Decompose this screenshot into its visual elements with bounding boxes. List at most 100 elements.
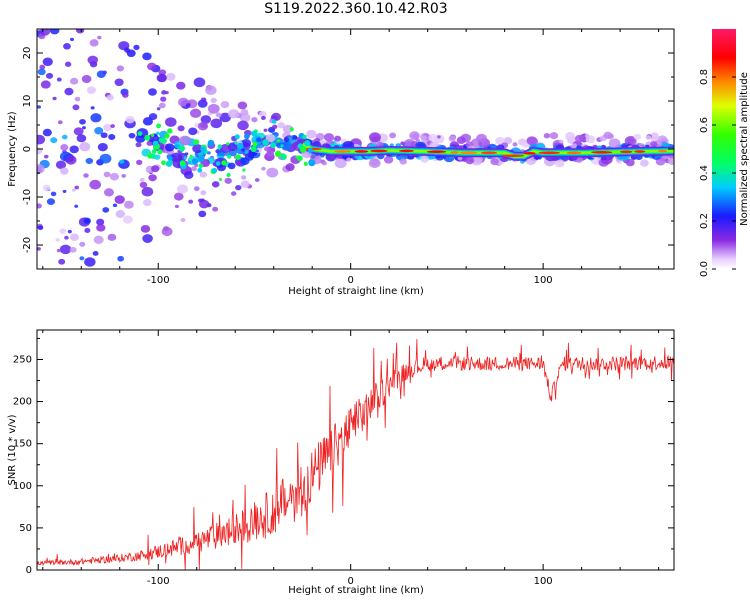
spectrogram-cell	[117, 255, 124, 262]
spectrogram-cell	[192, 144, 204, 154]
spectrogram-cell	[383, 155, 394, 164]
spectrogram-cell	[60, 143, 69, 151]
spectrogram-cell	[198, 210, 207, 218]
spectrogram-cell	[106, 94, 114, 101]
spectrogram-cell	[115, 210, 126, 219]
colorbar-tick-label: 0.4	[699, 165, 710, 181]
spectrogram-cell	[412, 133, 419, 139]
spectrogram-cell	[52, 96, 57, 101]
spectrogram-cell	[217, 144, 222, 149]
colorbar-tick-label: 0.8	[699, 69, 710, 85]
spectrogram-cell	[96, 70, 106, 78]
spectrogram-cell	[67, 229, 72, 234]
spectrogram-cell	[193, 139, 200, 145]
spectrogram-cell	[215, 149, 221, 154]
spectrogram-cell	[50, 191, 57, 197]
spectrogram-cell	[263, 128, 268, 132]
spectrogram-cell	[176, 81, 186, 90]
spectrogram-cell	[212, 206, 219, 212]
spectrogram-cell	[554, 159, 565, 168]
spectrogram-cell	[251, 130, 258, 137]
spectrogram-cell	[125, 115, 135, 124]
spectrogram-cell	[124, 200, 134, 209]
snr-ticks: -100 0 100 0 50 100 150 200 250	[13, 330, 674, 587]
spectrogram-cell	[289, 127, 294, 132]
spectrogram-cell	[37, 134, 46, 145]
snr-x-tick-label: 0	[348, 576, 354, 587]
spectrogram-cell	[69, 37, 75, 42]
spectrogram-cell	[224, 177, 232, 184]
spectrogram-cell	[667, 157, 674, 165]
spectrogram-cell	[334, 135, 342, 142]
spectrogram-cell	[323, 133, 335, 142]
spectrogram-peak	[634, 150, 646, 153]
spectrogram-cell	[630, 155, 636, 160]
spectrogram-cell	[272, 124, 278, 130]
spectrogram-cell	[139, 181, 148, 189]
spectrogram-cell	[72, 104, 80, 111]
snr-y-tick-label: 100	[13, 481, 32, 492]
spectrogram-cell	[250, 146, 257, 153]
spectrogram-cell	[237, 120, 249, 131]
spectrogram-cell	[156, 107, 161, 111]
spectrogram-cell	[248, 153, 255, 159]
spectrogram-cell	[292, 135, 298, 140]
spectrogram-cell	[142, 234, 153, 243]
snr-frame	[36, 329, 675, 571]
spectrogram-cell	[220, 143, 232, 154]
spectrogram-cell	[97, 142, 108, 152]
spectrogram-cell	[197, 167, 203, 173]
spectrogram-cell	[148, 174, 157, 182]
spectrogram-cell	[183, 171, 194, 180]
spectrogram-cell	[448, 135, 456, 142]
spectrogram-y-tick-label: 20	[22, 47, 33, 60]
spectrogram-cell	[274, 150, 282, 158]
spectrogram-cell	[336, 140, 340, 144]
spectrogram-cell	[147, 133, 159, 143]
spectrogram-cell	[389, 143, 394, 147]
spectrogram-cell	[81, 75, 92, 84]
spectrogram-cell	[240, 148, 245, 152]
spectrogram-cell	[72, 188, 76, 192]
spectrogram-cell	[150, 153, 156, 159]
spectrogram-cell	[59, 244, 72, 255]
spectrogram-cell	[100, 132, 108, 139]
spectrogram-cell	[167, 128, 173, 134]
colorbar-tick-label: 0.6	[699, 117, 710, 133]
spectrogram-cell	[334, 158, 347, 169]
spectrogram-cell	[321, 161, 327, 166]
spectrogram-cell	[90, 113, 102, 123]
spectrogram-cell	[219, 112, 231, 123]
spectrogram-cell	[165, 117, 177, 127]
spectrogram-cell	[158, 102, 166, 109]
spectrogram-cell	[37, 68, 46, 76]
spectrogram-cell	[197, 121, 209, 131]
spectrogram-cell	[266, 150, 274, 157]
spectrogram-cell	[283, 137, 290, 143]
spectrogram-y-tick-label: -10	[22, 189, 33, 205]
spectrogram-cell	[377, 141, 384, 148]
spectrogram-cell	[240, 157, 250, 166]
spectrogram-cell	[62, 189, 67, 193]
spectrogram-cell	[156, 131, 160, 135]
spectrogram-cell	[102, 207, 110, 213]
spectrogram-peak	[501, 154, 525, 158]
colorbar-label: Normalized spectral amplitude	[739, 72, 750, 226]
spectrogram-peak	[426, 150, 447, 154]
spectrogram-cell	[189, 154, 193, 158]
spectrogram-cell	[230, 191, 237, 196]
spectrogram-cell	[161, 160, 166, 166]
spectrogram-cell	[168, 156, 173, 161]
spectrogram-cell	[303, 161, 308, 166]
spectrogram-x-tick-label: -100	[147, 275, 170, 286]
spectrogram-cell	[254, 178, 260, 183]
spectrogram-cell	[103, 124, 112, 132]
spectrogram-cell	[73, 127, 84, 136]
spectrogram-cell	[142, 52, 152, 61]
spectrogram-cell	[307, 147, 313, 153]
spectrogram-cell	[465, 157, 475, 165]
spectrogram-peak	[657, 149, 668, 153]
spectrogram-cell	[49, 29, 60, 35]
